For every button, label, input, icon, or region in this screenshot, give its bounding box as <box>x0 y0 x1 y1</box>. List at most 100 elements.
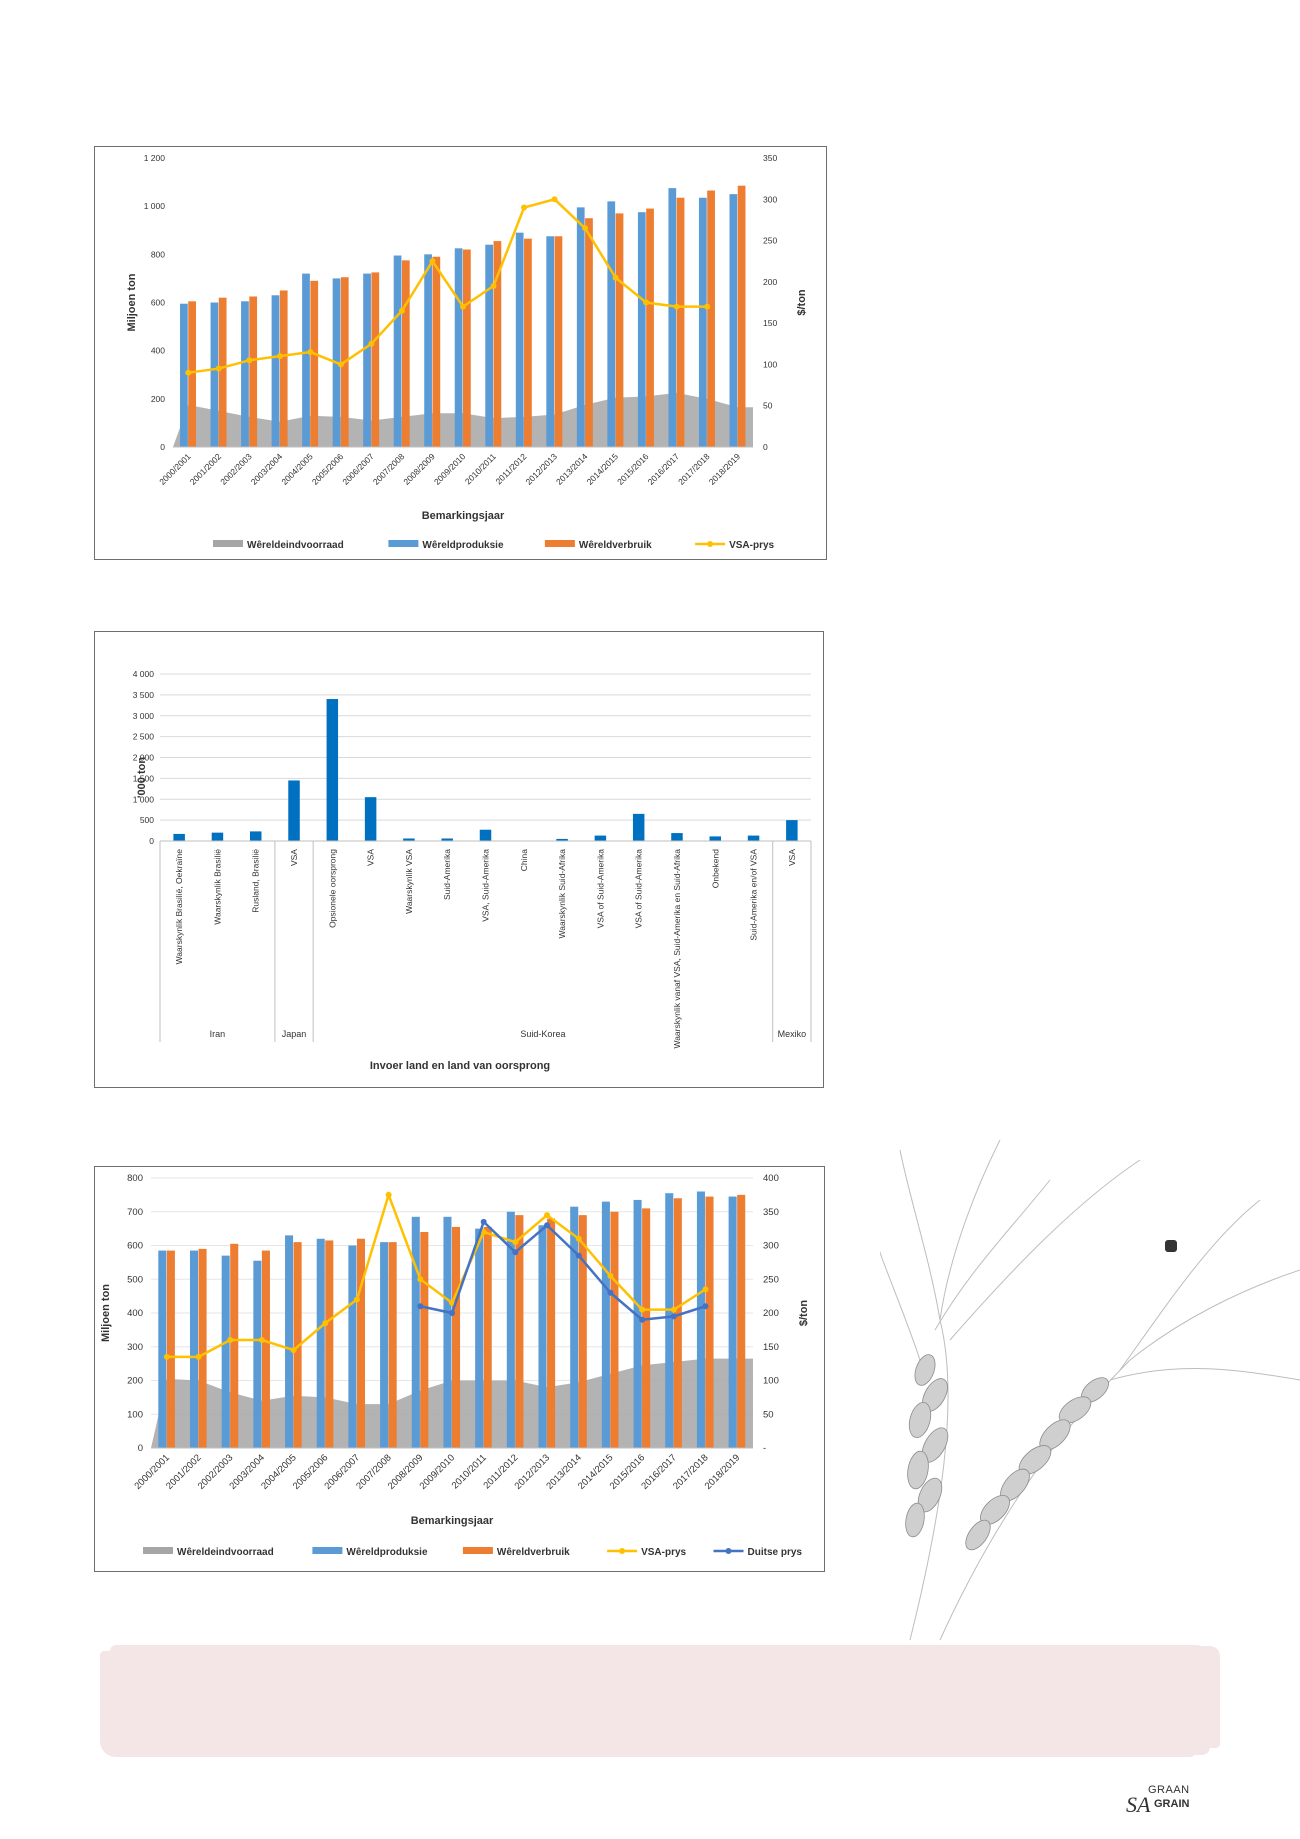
bar-verbruik <box>610 1211 619 1448</box>
bar-produksie <box>696 1191 705 1448</box>
point-vsa-prys <box>612 274 619 281</box>
y2-tick-label: 300 <box>763 194 777 204</box>
point-vsa-prys <box>227 1337 234 1343</box>
bar-produksie <box>728 1196 737 1448</box>
bar-verbruik <box>279 290 288 447</box>
bar-produksie <box>443 1216 452 1448</box>
y-tick-label: 1 000 <box>133 794 155 804</box>
x-tick-label: 2007/2008 <box>371 451 407 487</box>
x-tick-label: Waarskynlik Brasilië, Oekraïne <box>174 849 184 965</box>
bar-produksie <box>607 201 616 447</box>
point-vsa-prys <box>246 357 253 364</box>
y-tick-label: 400 <box>151 346 165 356</box>
bar-produksie <box>221 1255 230 1448</box>
y-tick-label: 500 <box>127 1274 143 1285</box>
bar-verbruik <box>218 297 227 447</box>
bar-produksie <box>253 1260 262 1448</box>
bar-verbruik <box>401 260 410 447</box>
point-duitse-prys <box>639 1316 646 1323</box>
bar-verbruik <box>676 197 685 447</box>
legend-item: Duitse prys <box>713 1547 802 1558</box>
bar-produksie <box>158 1250 167 1448</box>
point-vsa-prys <box>368 340 375 347</box>
y-tick-label: 800 <box>151 249 165 259</box>
bar <box>786 820 798 841</box>
y2-tick-label: 0 <box>763 442 768 452</box>
x-tick-label: 2010/2011 <box>463 451 498 486</box>
group-label: Iran <box>210 1029 226 1039</box>
legend-label: Wêreldproduksie <box>346 1547 428 1558</box>
bar-produksie <box>380 1242 389 1448</box>
bar-produksie <box>271 295 280 447</box>
y-tick-label: 600 <box>151 298 165 308</box>
dark-marker-icon <box>1165 1240 1177 1252</box>
bar <box>441 838 453 841</box>
y-tick-label: 4 000 <box>133 669 155 679</box>
bar-produksie <box>729 194 738 447</box>
x-tick-label: VSA of Suid-Amerika <box>634 849 644 929</box>
bar-produksie <box>411 1216 420 1448</box>
point-duitse-prys <box>575 1252 582 1259</box>
y-tick-label: 600 <box>127 1241 143 1252</box>
y2-tick-label: 250 <box>763 1274 779 1285</box>
x-tick-label: 2016/2017 <box>646 451 682 487</box>
point-vsa-prys <box>512 1239 519 1246</box>
legend-label: Wêreldverbruik <box>497 1547 570 1558</box>
x-tick-label: VSA, Suid-Amerika <box>481 849 491 922</box>
x-tick-label: 2011/2012 <box>493 451 528 486</box>
bar-produksie <box>506 1211 515 1448</box>
bar-produksie <box>348 1245 357 1448</box>
legend-item: VSA-prys <box>607 1547 687 1558</box>
y2-tick-label: 350 <box>763 153 777 163</box>
y-tick-label: 1 500 <box>133 773 155 783</box>
bar-produksie <box>241 301 249 447</box>
bar-produksie <box>302 273 310 447</box>
bar <box>709 836 722 841</box>
x-tick-label: 2000/2001 <box>157 451 193 487</box>
point-vsa-prys <box>521 204 528 211</box>
bar-verbruik <box>646 208 654 447</box>
x-tick-label: 2017/2018 <box>676 451 712 487</box>
point-vsa-prys <box>195 1353 202 1360</box>
x-tick-label: Opsionele oorsprong <box>327 849 337 928</box>
bar-verbruik <box>356 1238 366 1448</box>
y-tick-label: 700 <box>127 1207 143 1218</box>
bar-produksie <box>546 236 555 447</box>
x-tick-label: 2012/2013 <box>524 451 560 487</box>
legend-label: VSA-prys <box>641 1547 686 1558</box>
y2-tick-label: 50 <box>763 401 773 411</box>
point-duitse-prys <box>702 1303 709 1310</box>
y2-axis-title: $/ton <box>798 1300 810 1327</box>
bar-produksie <box>633 1199 642 1448</box>
legend-label: Wêreldverbruik <box>579 540 652 551</box>
bar <box>747 835 760 841</box>
chart-2-frame: 0 500 1 000 1 500 2 000 2 500 3 000 3 500 4 000 W… <box>94 631 824 1088</box>
bar <box>632 813 645 841</box>
x-tick-label: 2005/2006 <box>310 451 346 487</box>
point-vsa-prys <box>398 307 405 314</box>
bar-produksie <box>665 1193 674 1448</box>
x-tick-label: VSA <box>366 849 376 866</box>
bar-produksie <box>538 1225 547 1448</box>
point-vsa-prys <box>673 303 680 310</box>
point-vsa-prys <box>460 303 466 310</box>
point-duitse-prys <box>607 1289 614 1296</box>
x-tick-label: 2009/2010 <box>432 451 468 487</box>
y-tick-label: 100 <box>127 1409 143 1420</box>
y-tick-label: 0 <box>149 836 154 846</box>
bar-verbruik <box>585 218 593 447</box>
y-tick-label: 1 200 <box>144 153 166 163</box>
x-axis-title: Bemarkingsjaar <box>411 1515 494 1527</box>
legend-item: Wêreldverbruik <box>544 540 652 551</box>
bar-produksie <box>316 1238 325 1448</box>
legend-item: Wêreldproduksie <box>388 540 504 551</box>
x-tick-label: 2015/2016 <box>615 451 651 487</box>
y-axis-title: Miljoen ton <box>100 1284 112 1342</box>
y2-tick-label: 100 <box>763 359 777 369</box>
chart-2: 0 500 1 000 1 500 2 000 2 500 3 000 3 500 4 000 W… <box>133 669 812 1072</box>
x-tick-label: China <box>519 849 529 871</box>
bar-verbruik <box>524 238 532 447</box>
point-vsa-prys <box>582 225 589 232</box>
chart-3-frame: 0 100 200 300 400 500 600 700 800 - 50 100 150 200 250… <box>94 1166 825 1572</box>
y2-tick-label: 200 <box>763 1308 779 1319</box>
